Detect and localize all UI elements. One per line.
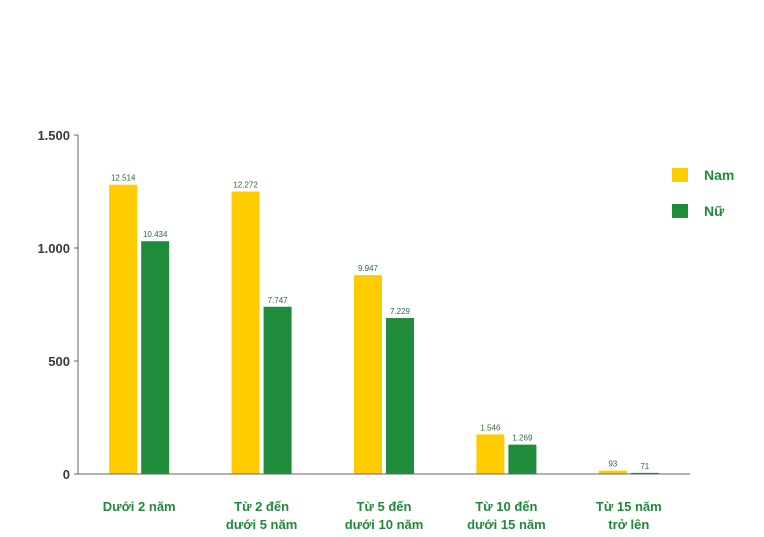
data-label: 12.514: [111, 174, 136, 183]
y-axis: 0 500 1.000 1.500: [37, 128, 79, 482]
x-axis: Dưới 2 năm Từ 2 đến dưới 5 năm Từ 5 đến dưới…: [78, 473, 690, 532]
data-label: 71: [640, 462, 649, 471]
bar-nam: [109, 184, 138, 474]
bars: 12.514 10.434 12.272 7.747 9.947 7.229 1.546 1.…: [109, 174, 659, 475]
bar-nam: [476, 434, 505, 474]
legend-label: Nam: [704, 167, 734, 183]
y-tick-label: 1.500: [37, 128, 70, 143]
x-category-label: trở lên: [608, 517, 649, 532]
bar-nữ: [508, 444, 537, 474]
x-category-label: Từ 15 năm: [596, 499, 662, 514]
legend-swatch: [672, 204, 688, 218]
x-category-label: dưới 5 năm: [226, 517, 297, 532]
bar-nam: [354, 275, 382, 474]
data-label: 7.747: [268, 296, 289, 305]
x-category-label: dưới 15 năm: [467, 517, 546, 532]
y-tick-label: 0: [63, 467, 70, 482]
x-category-label: Từ 5 đến: [357, 499, 412, 514]
bar-nam: [231, 191, 260, 474]
y-tick-label: 1.000: [37, 241, 70, 256]
x-category-label: dưới 10 năm: [345, 517, 424, 532]
data-label: 7.229: [390, 307, 411, 316]
data-label: 93: [608, 460, 617, 469]
legend-label: Nữ: [704, 203, 725, 219]
legend-swatch: [672, 168, 688, 182]
data-label: 1.546: [480, 423, 501, 432]
bar-nam: [598, 470, 627, 474]
x-category-label: Từ 10 đến: [475, 499, 537, 514]
x-category-label: Dưới 2 năm: [103, 499, 176, 514]
data-label: 10.434: [143, 230, 168, 239]
data-label: 12.272: [233, 181, 258, 190]
y-tick-label: 500: [48, 354, 70, 369]
data-label: 1.269: [512, 434, 533, 443]
bar-nữ: [263, 306, 292, 474]
data-label: 9.947: [358, 264, 379, 273]
bar-nữ: [386, 318, 414, 474]
legend: Nam Nữ: [672, 167, 734, 219]
bar-nữ: [141, 241, 170, 474]
x-category-label: Từ 2 đến: [234, 499, 289, 514]
